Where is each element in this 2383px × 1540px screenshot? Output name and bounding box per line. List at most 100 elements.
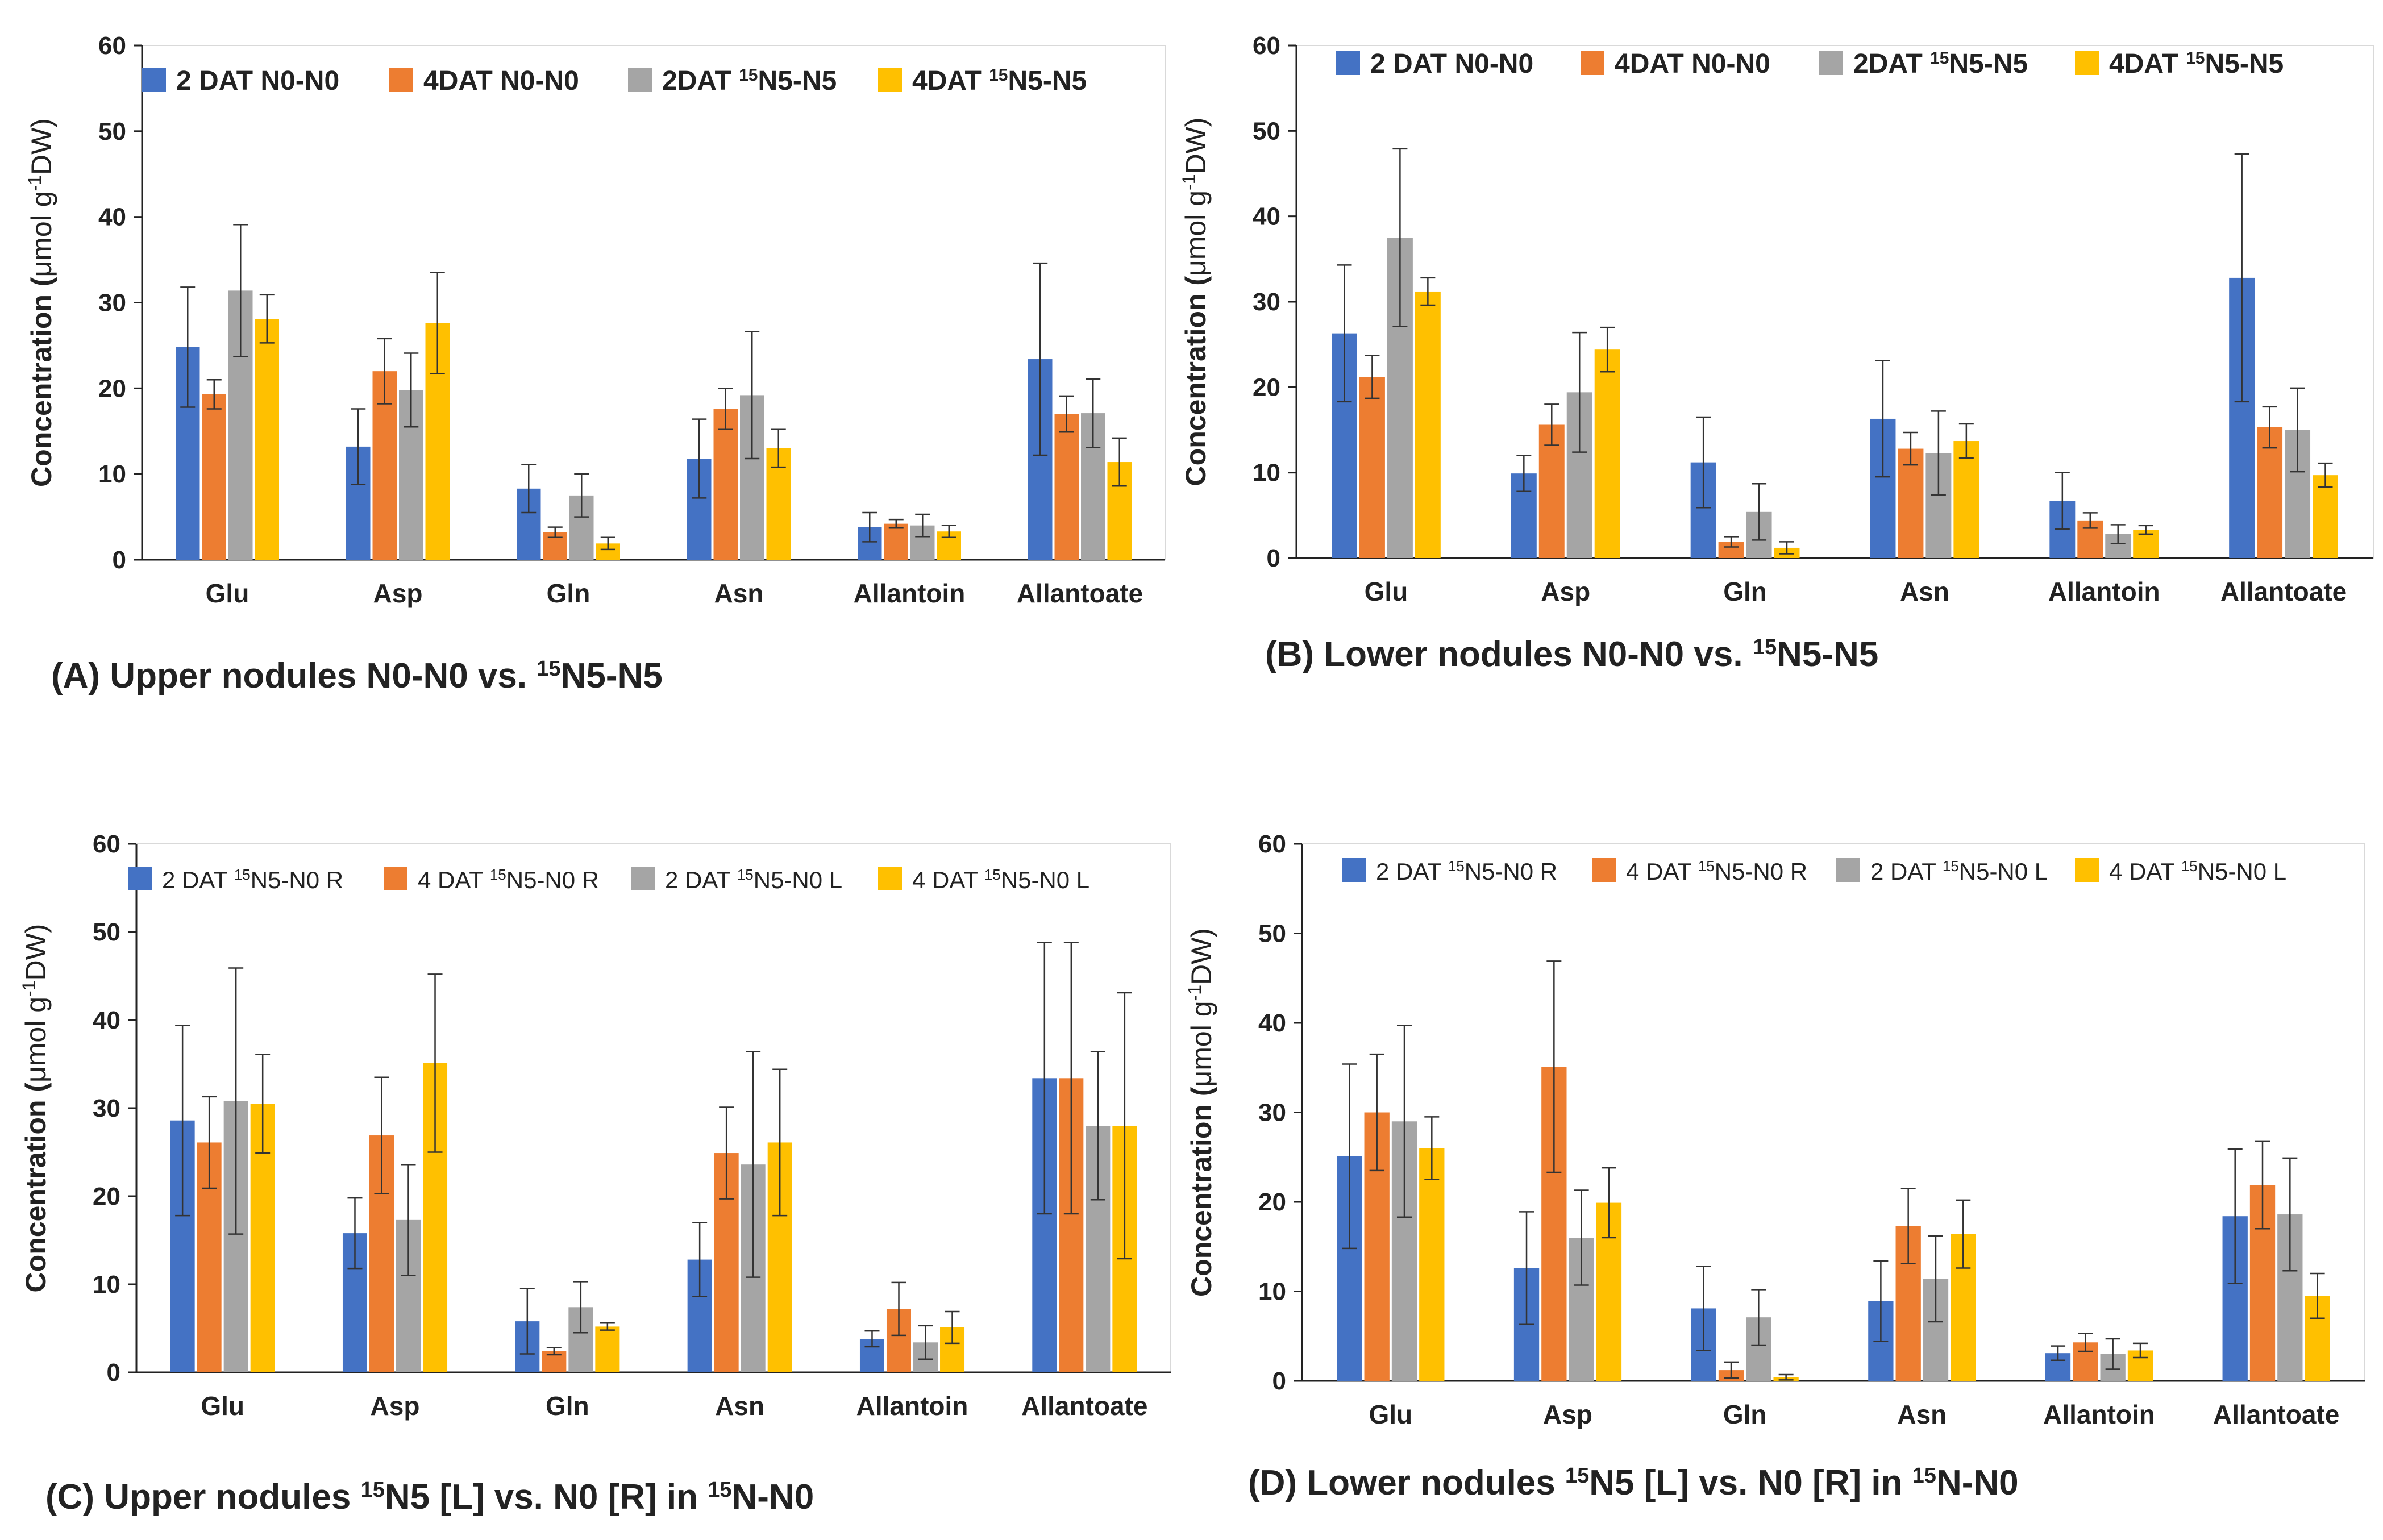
- y-axis-label-a: Concentration (μmol g-1DW): [24, 118, 57, 487]
- x-tick-label-a: Asn: [714, 578, 764, 608]
- legend-swatch-b: [1581, 51, 1604, 75]
- chart-title-d-part: (D) Lower nodules: [1248, 1463, 1565, 1502]
- x-tick-label-a: Glu: [206, 578, 249, 608]
- plot-area-d: [1301, 843, 2365, 1381]
- chart-title-b-part: N5-N5: [1777, 635, 1878, 674]
- y-tick-label-d: 40: [1258, 1009, 1286, 1037]
- x-tick-label-d: Asp: [1543, 1400, 1592, 1429]
- legend-label-d: 2 DAT 15N5-N0 R: [1376, 858, 1557, 885]
- chart-title-a-part: N5-N5: [561, 656, 663, 696]
- y-axis-label-part: DW): [26, 118, 57, 175]
- legend-label-d-part: 15: [2181, 858, 2198, 875]
- chart-title-b: (B) Lower nodules N0-N0 vs. 15N5-N5: [1265, 635, 1878, 674]
- y-axis-label-part: DW): [20, 924, 52, 981]
- legend-label-b-part: 4DAT N0-N0: [1615, 49, 1770, 79]
- y-tick-label-d: 60: [1258, 830, 1286, 858]
- chart-title-d: (D) Lower nodules 15N5 [L] vs. N0 [R] in…: [1248, 1463, 2019, 1502]
- legend-label-a-part: 2 DAT N0-N0: [176, 66, 339, 96]
- y-axis-label-part: μmol g: [26, 191, 57, 277]
- bar-b-s4-asp: [1594, 349, 1620, 558]
- x-tick-label-b: Allantoate: [2220, 577, 2347, 606]
- y-axis-label-part: Concentration (: [1180, 276, 1212, 486]
- legend-swatch-c: [631, 867, 655, 890]
- y-tick-label-d: 0: [1272, 1367, 1286, 1395]
- legend-label-d-part: 2 DAT: [1376, 858, 1448, 885]
- legend-label-c-part: 15: [737, 866, 754, 883]
- chart-title-c-part: (C) Upper nodules: [45, 1477, 361, 1517]
- y-tick-label-a: 10: [98, 460, 126, 488]
- chart-title-c-part: N5 [L] vs. N0 [R] in: [385, 1477, 708, 1517]
- bar-c-s4-gln: [595, 1326, 620, 1372]
- y-tick-label-c: 10: [93, 1271, 120, 1298]
- panel-a: 0 10 20 30 40 50 60 Concentration (μmol g-1DW) G…: [0, 0, 1191, 770]
- y-axis-label-d: Concentration (μmol g-1DW): [1184, 928, 1217, 1297]
- legend-swatch-a: [142, 68, 166, 92]
- legend-label-a: 2 DAT N0-N0: [176, 66, 339, 96]
- x-tick-label-c: Glu: [201, 1391, 244, 1421]
- legend-label-b-part: 2 DAT N0-N0: [1370, 49, 1533, 79]
- y-axis-label-part: -1: [19, 980, 39, 996]
- legend-swatch-d: [1342, 858, 1366, 882]
- chart-b: 0 10 20 30 40 50 60 Concentration (μmol g-1DW) G…: [1179, 32, 2374, 674]
- legend-label-b: 4DAT N0-N0: [1615, 49, 1770, 79]
- plot-area-b: [1296, 45, 2374, 559]
- legend-swatch-b: [1819, 51, 1843, 75]
- y-axis-label-part: -1: [1179, 174, 1199, 190]
- legend-swatch-a: [389, 68, 413, 92]
- x-tick-label-a: Gln: [547, 578, 590, 608]
- y-tick-label-b: 30: [1253, 288, 1280, 316]
- bar-b-s2-allantoate: [2257, 427, 2283, 558]
- legend-swatch-c: [878, 867, 902, 890]
- bar-b-s2-glu: [1359, 377, 1385, 558]
- chart-a: 0 10 20 30 40 50 60 Concentration (μmol g-1DW) G…: [24, 32, 1166, 696]
- y-axis-label-part: μmol g: [20, 997, 52, 1083]
- x-tick-label-d: Asn: [1897, 1400, 1947, 1429]
- legend-label-d: 4 DAT 15N5-N0 R: [1626, 858, 1807, 885]
- panel-b: 0 10 20 30 40 50 60 Concentration (μmol g-1DW) G…: [1179, 0, 2382, 770]
- legend-label-c-part: 15: [490, 866, 506, 883]
- chart-title-d-part: N-N0: [1936, 1463, 2019, 1502]
- y-tick-label-b: 60: [1253, 32, 1280, 60]
- y-tick-label-a: 30: [98, 289, 126, 317]
- chart-title-c-part: 15: [361, 1478, 385, 1502]
- legend-label-a-part: 15: [989, 66, 1008, 85]
- legend-label-d: 2 DAT 15N5-N0 L: [1870, 858, 2048, 885]
- y-axis-label-part: Concentration (: [20, 1083, 52, 1293]
- legend-swatch-d: [2075, 858, 2099, 882]
- chart-title-d-part: 15: [1565, 1464, 1589, 1488]
- legend-label-a-part: 2DAT: [662, 66, 739, 96]
- legend-label-b: 2 DAT N0-N0: [1370, 49, 1533, 79]
- bar-b-s4-allantoate: [2313, 475, 2338, 558]
- y-tick-label-d: 20: [1258, 1188, 1286, 1216]
- chart-title-a-part: 15: [537, 657, 560, 681]
- y-axis-label-part: -1: [1184, 985, 1205, 1001]
- x-tick-label-d: Gln: [1723, 1400, 1767, 1429]
- y-axis-label-c: Concentration (μmol g-1DW): [19, 924, 52, 1293]
- x-tick-label-d: Glu: [1369, 1400, 1412, 1429]
- bar-a-s4-glu: [255, 319, 279, 560]
- y-tick-label-b: 10: [1253, 459, 1280, 487]
- chart-title-c: (C) Upper nodules 15N5 [L] vs. N0 [R] in…: [45, 1477, 814, 1517]
- legend-label-c-part: N5-N0 R: [251, 867, 343, 893]
- y-tick-label-c: 50: [93, 918, 120, 946]
- legend-label-c-part: N5-N0 R: [506, 867, 599, 893]
- legend-label-c-part: 4 DAT: [418, 867, 490, 893]
- x-tick-label-c: Asp: [371, 1391, 420, 1421]
- y-tick-label-b: 20: [1253, 373, 1280, 401]
- legend-label-d-part: 15: [1943, 858, 1959, 875]
- legend-swatch-c: [384, 867, 407, 890]
- x-tick-label-b: Asn: [1900, 577, 1949, 606]
- y-tick-label-a: 40: [98, 203, 126, 231]
- y-tick-label-d: 30: [1258, 1099, 1286, 1127]
- legend-swatch-d: [1592, 858, 1616, 882]
- bar-b-s4-asn: [1953, 441, 1979, 558]
- chart-title-a-part: (A) Upper nodules N0-N0 vs.: [51, 656, 537, 696]
- y-tick-label-d: 10: [1258, 1278, 1286, 1306]
- legend-label-c-part: 15: [234, 866, 251, 883]
- legend-label-b-part: 2DAT: [1853, 49, 1930, 79]
- legend-swatch-b: [2075, 51, 2099, 75]
- panel-c: 0 10 20 30 40 50 60 Concentration (μmol g-1DW) G…: [0, 770, 1191, 1540]
- x-tick-label-b: Glu: [1365, 577, 1408, 606]
- bar-d-s4-glu: [1419, 1148, 1445, 1381]
- legend-label-b-part: 15: [1930, 49, 1949, 68]
